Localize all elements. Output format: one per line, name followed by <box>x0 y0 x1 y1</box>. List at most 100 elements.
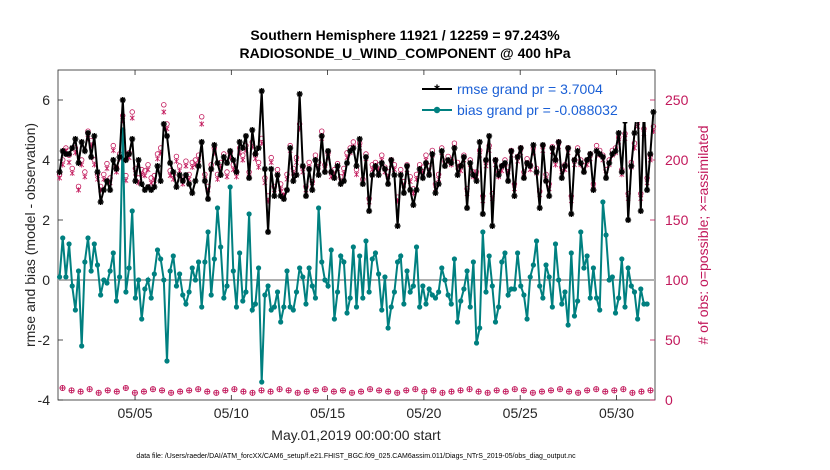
rmse-point <box>445 157 452 163</box>
bias-point <box>145 277 151 283</box>
bias-point <box>284 268 290 274</box>
obs-bottom-possible-marker <box>529 389 536 396</box>
rmse-point <box>590 187 597 193</box>
obs-assimilated-point <box>161 109 167 115</box>
bias-point <box>376 271 382 277</box>
obs-bottom-assimilated-marker <box>647 387 653 393</box>
bias-point <box>360 295 366 301</box>
bias-point <box>511 286 518 292</box>
obs-bottom-possible-marker <box>376 387 383 394</box>
bias-point <box>619 256 625 262</box>
obs-assimilated-point <box>240 157 246 163</box>
bias-point <box>417 304 423 310</box>
obs-assimilated-point <box>82 174 88 180</box>
bias-point <box>85 235 91 241</box>
bias-point <box>170 253 176 259</box>
rmse-point <box>441 163 448 169</box>
rmse-point <box>432 190 439 196</box>
obs-assimilated-point <box>268 159 274 166</box>
bias-point <box>158 256 164 262</box>
bias-point <box>565 322 571 328</box>
obs-bottom-possible-marker <box>403 387 410 394</box>
obs-bottom-possible-marker <box>421 388 428 395</box>
bias-point <box>322 277 328 283</box>
obs-bottom-assimilated-marker <box>629 390 635 396</box>
rmse-point <box>517 145 524 151</box>
rmse-point <box>344 160 351 166</box>
rmse-point <box>296 91 303 97</box>
obs-bottom-assimilated-marker <box>313 387 319 393</box>
rmse-point <box>479 211 486 217</box>
obs-bottom-possible-marker <box>394 389 401 396</box>
rmse-point <box>306 166 313 172</box>
rmse-point <box>151 184 158 190</box>
bias-point <box>543 262 549 268</box>
rmse-point <box>179 178 186 184</box>
rmse-point <box>511 193 518 199</box>
obs-bottom-assimilated-marker <box>150 386 156 392</box>
rmse-point <box>498 163 505 169</box>
bias-point <box>568 250 574 256</box>
rmse-point <box>448 160 455 166</box>
bias-point <box>533 238 540 244</box>
bias-point <box>189 265 195 271</box>
obs-bottom-assimilated-marker <box>439 390 445 396</box>
bias-point <box>432 295 439 301</box>
legend-bias-marker <box>433 106 441 114</box>
obs-bottom-possible-marker <box>448 388 455 395</box>
bias-point <box>325 283 331 289</box>
obs-bottom-possible-marker <box>339 387 346 394</box>
obs-bottom-possible-marker <box>520 387 527 394</box>
rmse-point <box>565 145 572 151</box>
obs-bottom-possible-marker <box>222 387 229 394</box>
obs-bottom-assimilated-marker <box>222 387 228 393</box>
bias-point <box>353 304 360 310</box>
bias-point <box>635 316 641 322</box>
obs-bottom-assimilated-marker <box>240 389 246 395</box>
rmse-point <box>59 148 66 154</box>
rmse-point <box>347 148 354 154</box>
rmse-point <box>520 175 527 181</box>
bias-point <box>135 277 142 283</box>
rmse-point <box>138 181 145 187</box>
bias-point <box>464 268 470 274</box>
rmse-point <box>312 157 319 163</box>
obs-bottom-possible-marker <box>611 387 618 394</box>
rmse-point <box>388 157 395 163</box>
rmse-point <box>381 166 388 172</box>
bias-point <box>391 289 398 295</box>
rmse-point <box>603 175 610 181</box>
rmse-point <box>416 166 423 172</box>
obs-bottom-assimilated-marker <box>268 389 274 395</box>
rmse-point <box>227 148 234 154</box>
rmse-point <box>606 160 613 166</box>
rmse-point <box>233 169 240 175</box>
bias-point <box>401 301 407 307</box>
bias-point <box>290 307 296 313</box>
bias-point <box>439 265 445 271</box>
rmse-point <box>505 178 512 184</box>
rmse-point <box>524 160 531 166</box>
bias-point <box>612 310 619 316</box>
bias-point <box>148 295 154 301</box>
bias-point <box>631 289 638 295</box>
rmse-point <box>536 205 543 211</box>
obs-bottom-assimilated-marker <box>340 387 346 393</box>
rmse-point <box>88 154 95 160</box>
obs-bottom-possible-marker <box>294 389 301 396</box>
bias-point <box>75 268 82 274</box>
obs-bottom-possible-marker <box>240 388 247 395</box>
bias-point <box>622 304 628 310</box>
rmse-point <box>400 190 407 196</box>
rmse-point <box>366 208 373 214</box>
series-bias <box>56 127 650 385</box>
bias-point <box>537 283 543 289</box>
obs-bottom-assimilated-marker <box>521 387 527 393</box>
bias-point <box>177 271 183 277</box>
right-tick-label: 0 <box>665 392 673 408</box>
x-axis-label: May.01,2019 00:00:00 start <box>271 427 441 443</box>
bias-point <box>413 244 420 250</box>
bias-point <box>442 277 448 283</box>
rmse-point <box>189 190 196 196</box>
